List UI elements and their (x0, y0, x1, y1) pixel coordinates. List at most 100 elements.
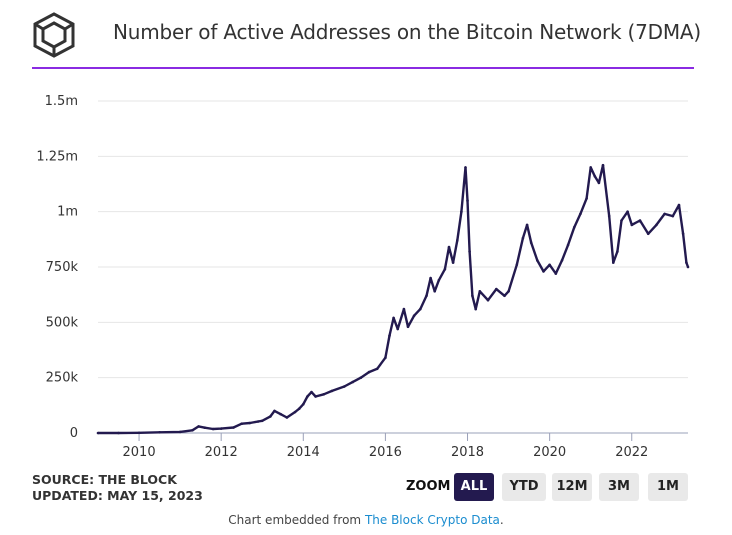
data-point (219, 427, 223, 430)
data-point (293, 410, 297, 414)
data-point (525, 223, 529, 227)
zoom-12m-button[interactable]: 12M (552, 473, 592, 501)
data-point (351, 380, 354, 384)
data-point (384, 356, 387, 360)
data-point (310, 390, 313, 394)
data-point (248, 421, 252, 425)
data-point (573, 225, 576, 229)
data-point (297, 407, 301, 411)
zoom-ytd-button[interactable]: YTD (502, 473, 546, 501)
data-point (396, 327, 400, 331)
data-point (579, 212, 582, 216)
data-point (314, 395, 317, 398)
x-tick-label: 2022 (615, 445, 648, 460)
data-point (117, 431, 120, 435)
data-point (607, 214, 611, 218)
data-point (425, 294, 428, 298)
data-point (256, 420, 260, 423)
data-point (686, 265, 690, 269)
data-point (566, 243, 570, 247)
embed-prefix: Chart embedded from (228, 513, 362, 527)
data-point (616, 250, 619, 253)
data-point (232, 426, 235, 429)
data-point (536, 259, 539, 262)
data-point (306, 395, 309, 398)
the-block-cube-icon[interactable] (30, 11, 78, 59)
y-tick-label: 1.25m (36, 149, 78, 164)
data-point (456, 239, 459, 242)
embed-suffix: . (499, 513, 504, 527)
y-tick-label: 1.5m (45, 94, 78, 109)
data-point (443, 267, 447, 271)
data-point (211, 427, 215, 431)
data-point (330, 389, 334, 393)
grid-lines (98, 100, 688, 379)
data-point (367, 370, 371, 374)
y-tick-label: 500k (46, 315, 79, 330)
y-axis: 0 250k 500k 750k 1m 1.25m 1.5m (36, 94, 78, 441)
data-point (560, 259, 564, 262)
updated-line: UPDATED: MAY 15, 2023 (32, 488, 203, 503)
data-point (548, 263, 551, 267)
data-point (507, 290, 510, 293)
data-point (589, 166, 592, 169)
data-point (630, 223, 634, 227)
data-point (503, 294, 506, 298)
data-point (593, 175, 597, 178)
data-point (495, 287, 498, 291)
data-point (542, 270, 545, 273)
page-title: Number of Active Addresses on the Bitcoi… (113, 20, 702, 44)
data-point (466, 199, 469, 202)
data-point (471, 294, 474, 298)
data-point (429, 276, 432, 280)
data-point (191, 429, 194, 432)
data-point (474, 307, 478, 311)
data-point (433, 290, 437, 293)
title-divider (32, 67, 694, 69)
data-point (447, 245, 451, 249)
data-source-link[interactable]: The Block Crypto Data (364, 513, 500, 527)
data-point (322, 393, 326, 396)
data-point (178, 430, 182, 434)
data-point (486, 298, 490, 302)
data-point (464, 166, 467, 169)
data-point (601, 163, 605, 167)
data-point (663, 212, 666, 216)
data-point (392, 316, 395, 320)
data-point (521, 236, 525, 240)
data-point (478, 290, 482, 293)
data-point (137, 431, 141, 435)
data-point (612, 261, 615, 264)
data-point (451, 261, 455, 264)
data-point (620, 219, 623, 222)
zoom-3m-button[interactable]: 3M (599, 473, 639, 501)
x-axis: 2010 2012 2014 2016 2018 2020 2022 (98, 432, 688, 460)
y-tick-label: 1m (57, 205, 78, 220)
data-point (646, 232, 650, 236)
data-point (460, 210, 463, 213)
data-point (671, 214, 675, 218)
zoom-1m-button[interactable]: 1M (648, 473, 688, 501)
y-tick-label: 0 (70, 426, 78, 441)
y-tick-label: 250k (46, 371, 79, 386)
series-line[interactable] (98, 164, 690, 435)
data-point (419, 307, 422, 311)
data-point (437, 279, 441, 282)
data-point (468, 250, 471, 253)
embed-note: Chart embedded from The Block Crypto Dat… (0, 513, 732, 527)
data-point (197, 425, 200, 428)
data-point (402, 307, 406, 311)
data-point (554, 272, 558, 275)
data-point (655, 223, 658, 227)
zoom-all-button[interactable]: ALL (454, 473, 494, 501)
source-line: SOURCE: THE BLOCK (32, 472, 177, 487)
x-tick-label: 2020 (533, 445, 566, 460)
data-point (685, 261, 688, 264)
x-tick-label: 2014 (287, 445, 320, 460)
data-point (285, 416, 289, 419)
data-point (638, 219, 642, 222)
data-point (515, 263, 519, 267)
data-point (597, 181, 601, 185)
data-point (406, 325, 410, 329)
